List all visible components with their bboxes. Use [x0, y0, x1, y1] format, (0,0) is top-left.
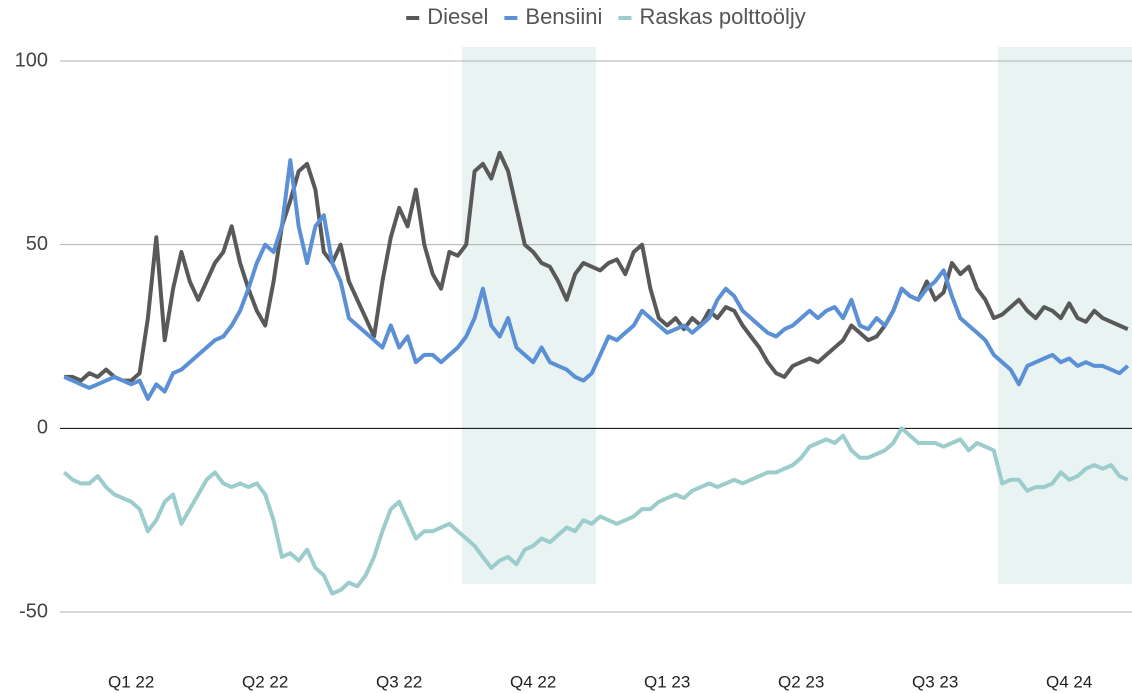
series-line: [63, 158, 1130, 401]
x-tick-label: Q4 22: [510, 672, 556, 691]
x-tick-label: Q2 23: [778, 672, 824, 691]
y-tick-label: -50: [19, 600, 48, 622]
x-tick-label: Q4 24: [1046, 672, 1092, 691]
x-tick-label: Q1 22: [108, 672, 154, 691]
x-tick-label: Q1 23: [644, 672, 690, 691]
y-tick-label: 0: [37, 417, 48, 439]
x-tick-label: Q3 22: [376, 672, 422, 691]
legend-label: Diesel: [427, 4, 488, 29]
legend-label: Raskas polttoöljy: [639, 4, 805, 29]
series-line: [62, 426, 1129, 596]
y-tick-label: 50: [26, 233, 48, 255]
x-tick-label: Q2 22: [242, 672, 288, 691]
legend: Diesel Bensiini Raskas polttoöljy: [406, 4, 806, 29]
x-tick-label: Q3 23: [912, 672, 958, 691]
legend-label: Bensiini: [525, 4, 602, 29]
y-tick-label: 100: [15, 49, 48, 71]
series-line: [64, 150, 1129, 383]
highlight-band: [462, 47, 596, 584]
highlight-band: [998, 47, 1132, 584]
